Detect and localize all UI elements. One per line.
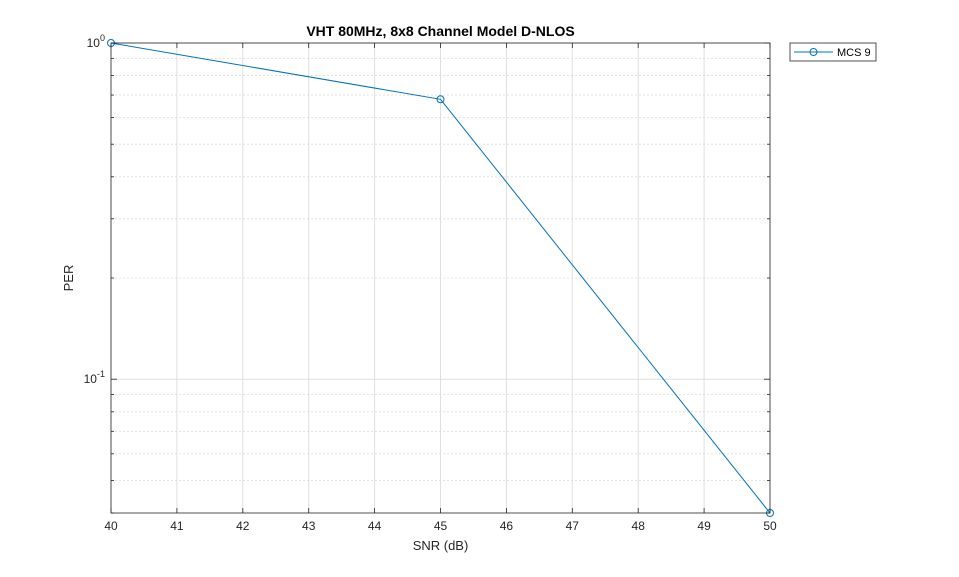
- legend-marker-mcs9: [809, 48, 818, 56]
- x-tick-label: 49: [697, 519, 711, 533]
- y-tick-exponent: 0: [100, 33, 105, 43]
- y-tick-label: 10-1: [84, 369, 105, 386]
- x-tick-labels: 40 41 42 43 44 45 46 47 48 49 50: [104, 519, 777, 533]
- x-tick-label: 47: [566, 519, 580, 533]
- y-tick-label: 100: [87, 33, 105, 50]
- y-tick-exponent: -1: [97, 369, 105, 379]
- tick-marks: [110, 42, 771, 514]
- x-tick-label: 42: [236, 519, 250, 533]
- y-tick-base: 10: [84, 372, 98, 386]
- x-tick-label: 46: [500, 519, 514, 533]
- x-tick-label: 50: [763, 519, 777, 533]
- x-tick-label: 41: [170, 519, 184, 533]
- x-tick-label: 48: [632, 519, 646, 533]
- x-axis-label: SNR (dB): [413, 538, 469, 553]
- x-tick-label: 43: [302, 519, 316, 533]
- x-tick-label: 44: [368, 519, 382, 533]
- legend-label-mcs9: MCS 9: [837, 47, 871, 59]
- data-point: [436, 95, 445, 104]
- x-tick-label: 40: [104, 519, 118, 533]
- legend[interactable]: MCS 9: [789, 42, 877, 62]
- x-tick-label: 45: [434, 519, 448, 533]
- y-tick-base: 10: [87, 36, 101, 50]
- chart-title: VHT 80MHz, 8x8 Channel Model D-NLOS: [306, 23, 574, 39]
- series-line: [110, 42, 771, 514]
- y-axis-label: PER: [61, 265, 76, 292]
